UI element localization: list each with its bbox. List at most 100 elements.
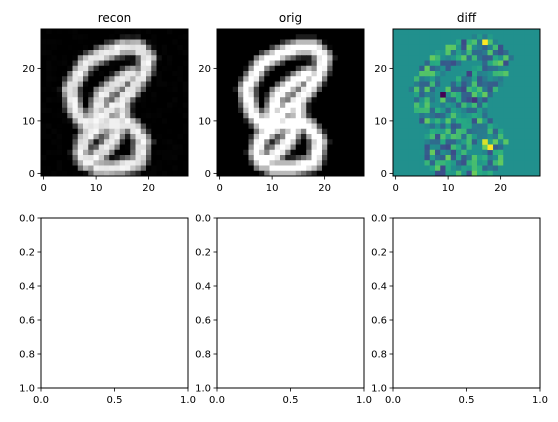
pixel-cell <box>408 97 415 103</box>
pixel-cell <box>285 107 291 114</box>
pixel-cell <box>519 76 525 82</box>
pixel-cell <box>477 76 483 82</box>
pixel-cell <box>227 55 234 61</box>
pixel-cell <box>232 55 239 61</box>
pixel-cell <box>419 113 425 119</box>
pixel-cell <box>435 60 441 67</box>
pixel-cell <box>332 170 339 177</box>
pixel-cell <box>104 97 110 103</box>
pixel-cell <box>93 123 100 130</box>
pixel-cell <box>316 65 323 72</box>
pixel-cell <box>393 139 399 145</box>
pixel-cell <box>238 144 244 151</box>
pixel-cell <box>238 65 244 72</box>
pixel-cell <box>492 170 499 177</box>
pixel-cell <box>72 44 79 51</box>
pixel-cell <box>98 97 105 103</box>
pixel-cell <box>353 149 360 156</box>
pixel-cell <box>322 81 328 88</box>
pixel-cell <box>435 76 441 82</box>
pixel-cell <box>301 128 307 135</box>
pixel-cell <box>503 134 509 140</box>
pixel-cell <box>109 55 115 61</box>
pixel-cell <box>477 107 483 114</box>
pixel-cell <box>306 65 312 72</box>
pixel-cell <box>466 55 473 61</box>
pixel-cell <box>104 34 110 40</box>
pixel-cell <box>466 81 473 88</box>
pixel-cell <box>440 139 446 145</box>
pixel-cell <box>450 165 457 172</box>
pixel-cell <box>161 165 168 172</box>
pixel-cell <box>306 144 312 151</box>
pixel-cell <box>327 123 333 130</box>
pixel-cell <box>72 60 79 67</box>
pixel-cell <box>104 92 110 98</box>
pixel-cell <box>492 139 499 145</box>
pixel-cell <box>456 144 462 151</box>
pixel-cell <box>492 102 499 109</box>
pixel-cell <box>353 86 360 93</box>
pixel-cell <box>482 44 488 51</box>
pixel-cell <box>88 149 94 156</box>
pixel-cell <box>503 155 509 161</box>
pixel-cell <box>62 165 68 172</box>
pixel-cell <box>285 86 291 93</box>
pixel-cell <box>529 39 536 46</box>
pixel-cell <box>440 118 446 124</box>
pixel-cell <box>125 149 131 156</box>
pixel-cell <box>322 118 328 124</box>
pixel-cell <box>311 165 318 172</box>
pixel-cell <box>398 160 404 166</box>
pixel-cell <box>177 102 184 109</box>
pixel-cell <box>290 128 297 135</box>
pixel-cell <box>72 155 79 161</box>
pixel-cell <box>88 60 94 67</box>
pixel-cell <box>414 113 420 119</box>
pixel-cell <box>156 29 163 35</box>
pixel-cell <box>450 34 457 40</box>
pixel-cell <box>445 76 452 82</box>
pixel-cell <box>135 29 142 35</box>
pixel-cell <box>348 118 354 124</box>
pixel-cell <box>67 60 73 67</box>
pixel-cell <box>316 60 323 67</box>
pixel-cell <box>125 65 131 72</box>
pixel-cell <box>440 44 446 51</box>
pixel-cell <box>419 139 425 145</box>
pixel-cell <box>519 71 525 77</box>
pixel-cell <box>508 123 515 130</box>
y-tick-label: 0 <box>381 169 387 180</box>
y-tick-label: 0.0 <box>195 214 211 225</box>
pixel-cell <box>46 134 52 140</box>
pixel-cell <box>259 60 265 67</box>
pixel-cell <box>156 102 163 109</box>
pixel-cell <box>403 86 410 93</box>
pixel-cell <box>222 149 228 156</box>
pixel-cell <box>156 76 163 82</box>
pixel-cell <box>264 102 270 109</box>
pixel-cell <box>450 60 457 67</box>
pixel-cell <box>322 60 328 67</box>
pixel-cell <box>151 128 157 135</box>
pixel-cell <box>83 39 89 46</box>
pixel-cell <box>358 128 365 135</box>
pixel-cell <box>295 134 302 140</box>
pixel-cell <box>322 55 328 61</box>
pixel-cell <box>222 170 228 177</box>
pixel-cell <box>503 170 509 177</box>
pixel-cell <box>311 170 318 177</box>
pixel-cell <box>172 149 178 156</box>
x-tick-label: 1.0 <box>180 395 196 406</box>
pixel-cell <box>264 144 270 151</box>
pixel-cell <box>232 149 239 156</box>
pixel-cell <box>327 65 333 72</box>
pixel-cell <box>274 139 281 145</box>
pixel-cell <box>98 81 105 88</box>
pixel-cell <box>67 102 73 109</box>
pixel-cell <box>119 34 126 40</box>
pixel-cell <box>461 65 467 72</box>
pixel-cell <box>248 97 255 103</box>
pixel-cell <box>140 128 147 135</box>
pixel-cell <box>274 118 281 124</box>
